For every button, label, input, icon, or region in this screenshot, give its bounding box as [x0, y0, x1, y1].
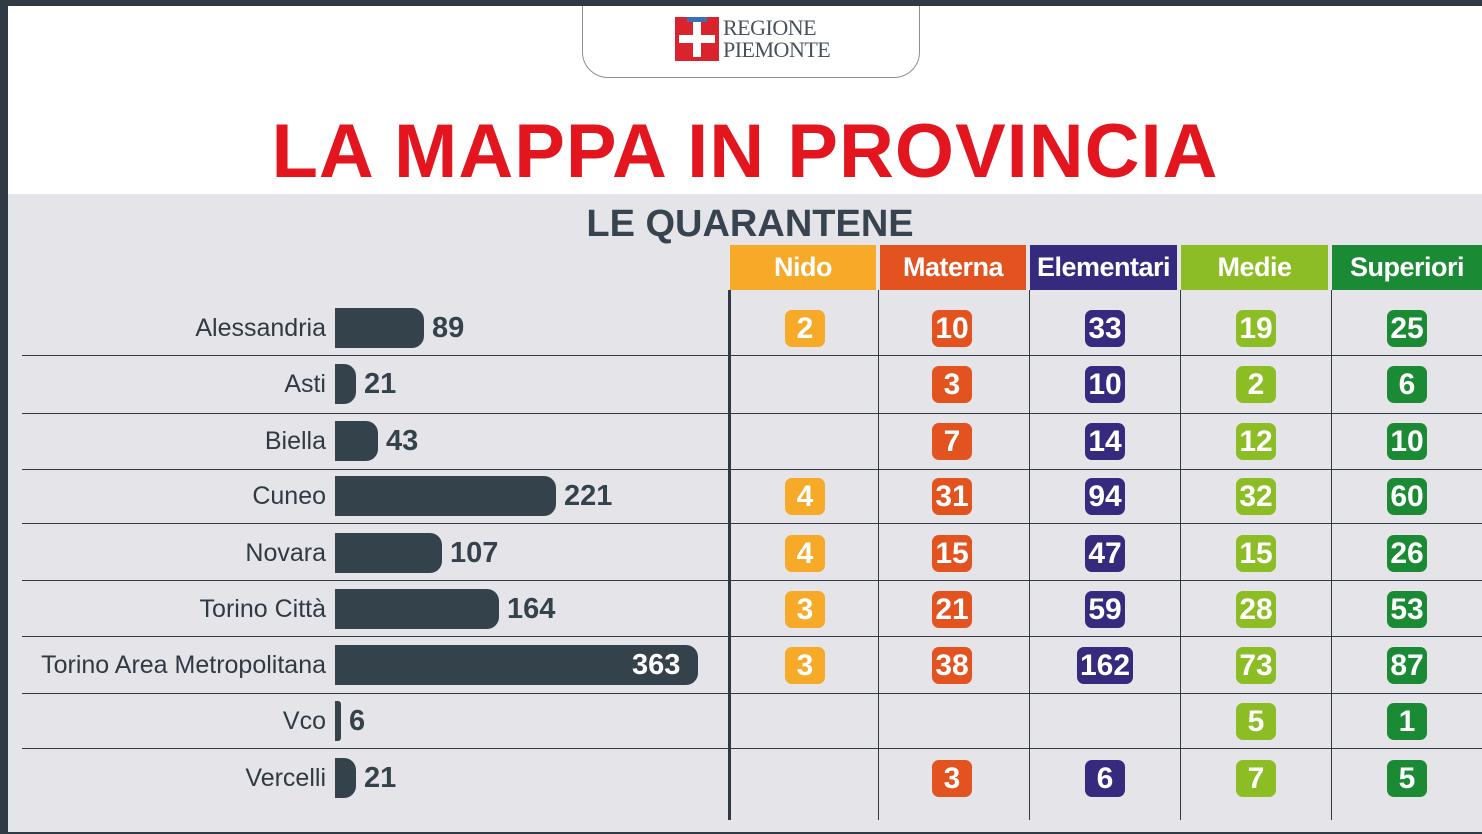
value-badge-medie: 12 [1236, 423, 1276, 460]
province-label: Alessandria [195, 314, 326, 342]
value-badge-superiori: 6 [1387, 366, 1427, 403]
total-bar [335, 533, 442, 573]
column-header-superiori: Superiori [1332, 245, 1482, 290]
total-value: 164 [507, 593, 556, 625]
value-badge-superiori: 60 [1387, 478, 1427, 515]
total-bar [335, 758, 356, 798]
province-label: Biella [264, 427, 326, 455]
regione-piemonte-logo-icon [675, 17, 719, 61]
value-badge-elementari: 94 [1085, 478, 1125, 515]
total-value: 43 [386, 425, 419, 457]
value-badge-materna: 3 [932, 366, 972, 403]
column-separator [728, 290, 731, 820]
row-divider [22, 748, 1482, 749]
value-badge-superiori: 25 [1387, 310, 1427, 347]
total-value: 363 [632, 649, 681, 681]
value-badge-nido: 3 [785, 591, 825, 628]
row-divider [22, 355, 1482, 356]
row-divider [22, 469, 1482, 470]
value-badge-nido: 4 [785, 535, 825, 572]
total-bar [335, 476, 556, 516]
column-header-nido: Nido [730, 245, 876, 290]
page-title: LA MAPPA IN PROVINCIA [271, 109, 1219, 194]
row-divider [22, 636, 1482, 637]
column-separator [1331, 290, 1332, 820]
value-badge-medie: 15 [1236, 535, 1276, 572]
value-badge-nido: 2 [785, 310, 825, 347]
value-badge-materna: 38 [932, 647, 972, 684]
total-value: 21 [364, 762, 397, 794]
row-divider [22, 413, 1482, 414]
value-badge-elementari: 47 [1085, 535, 1125, 572]
infographic: REGIONE PIEMONTE LA MAPPA IN PROVINCIA L… [8, 6, 1482, 832]
value-badge-elementari: 6 [1085, 760, 1125, 797]
total-bar [335, 701, 341, 741]
value-badge-medie: 7 [1236, 760, 1276, 797]
value-badge-materna: 7 [932, 423, 972, 460]
total-value: 21 [364, 368, 397, 400]
total-bar [335, 645, 698, 685]
value-badge-medie: 32 [1236, 478, 1276, 515]
value-badge-elementari: 14 [1085, 423, 1125, 460]
logo-box: REGIONE PIEMONTE [582, 6, 920, 78]
column-header-materna: Materna [880, 245, 1026, 290]
total-value: 221 [564, 480, 613, 512]
value-badge-nido: 3 [785, 647, 825, 684]
value-badge-elementari: 59 [1085, 591, 1125, 628]
total-bar [335, 308, 424, 348]
value-badge-nido: 4 [785, 478, 825, 515]
value-badge-medie: 28 [1236, 591, 1276, 628]
province-label: Asti [284, 370, 326, 398]
total-bar [335, 364, 356, 404]
value-badge-medie: 2 [1236, 366, 1276, 403]
column-separator [1180, 290, 1181, 820]
column-header-elementari: Elementari [1030, 245, 1177, 290]
logo-line-2: PIEMONTE [723, 37, 831, 62]
province-label: Novara [245, 539, 326, 567]
value-badge-materna: 21 [932, 591, 972, 628]
value-badge-superiori: 5 [1387, 760, 1427, 797]
total-bar [335, 589, 499, 629]
value-badge-medie: 5 [1236, 703, 1276, 740]
total-value: 107 [450, 537, 499, 569]
value-badge-elementari: 10 [1085, 366, 1125, 403]
column-header-medie: Medie [1181, 245, 1328, 290]
value-badge-elementari: 33 [1085, 310, 1125, 347]
province-label: Vco [282, 707, 326, 735]
row-divider [22, 580, 1482, 581]
province-label: Cuneo [252, 482, 326, 510]
value-badge-superiori: 1 [1387, 703, 1427, 740]
value-badge-materna: 10 [932, 310, 972, 347]
value-badge-materna: 15 [932, 535, 972, 572]
value-badge-medie: 73 [1236, 647, 1276, 684]
province-label: Torino Città [199, 595, 326, 623]
value-badge-materna: 3 [932, 760, 972, 797]
province-label: Torino Area Metropolitana [41, 651, 326, 679]
value-badge-medie: 19 [1236, 310, 1276, 347]
value-badge-superiori: 26 [1387, 535, 1427, 572]
value-badge-elementari: 162 [1077, 647, 1134, 684]
logo-text: REGIONE PIEMONTE [723, 15, 831, 62]
value-badge-materna: 31 [932, 478, 972, 515]
province-label: Vercelli [245, 764, 326, 792]
value-badge-superiori: 10 [1387, 423, 1427, 460]
value-badge-superiori: 87 [1387, 647, 1427, 684]
table-subtitle: LE QUARANTENE [586, 203, 914, 245]
column-separator [1029, 290, 1030, 820]
total-value: 6 [349, 705, 366, 737]
total-bar [335, 421, 378, 461]
value-badge-superiori: 53 [1387, 591, 1427, 628]
logo-line-1: REGIONE [723, 15, 817, 40]
total-value: 89 [432, 312, 465, 344]
row-divider [22, 693, 1482, 694]
column-separator [878, 290, 879, 820]
row-divider [22, 523, 1482, 524]
